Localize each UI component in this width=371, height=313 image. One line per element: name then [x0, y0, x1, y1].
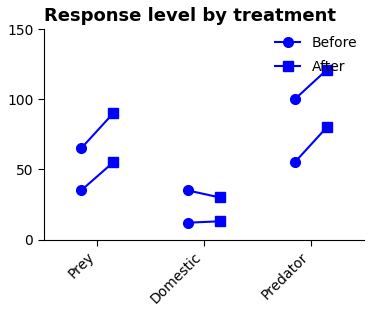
Text: Response level by treatment: Response level by treatment	[44, 7, 336, 25]
Legend: Before, After: Before, After	[275, 36, 357, 74]
